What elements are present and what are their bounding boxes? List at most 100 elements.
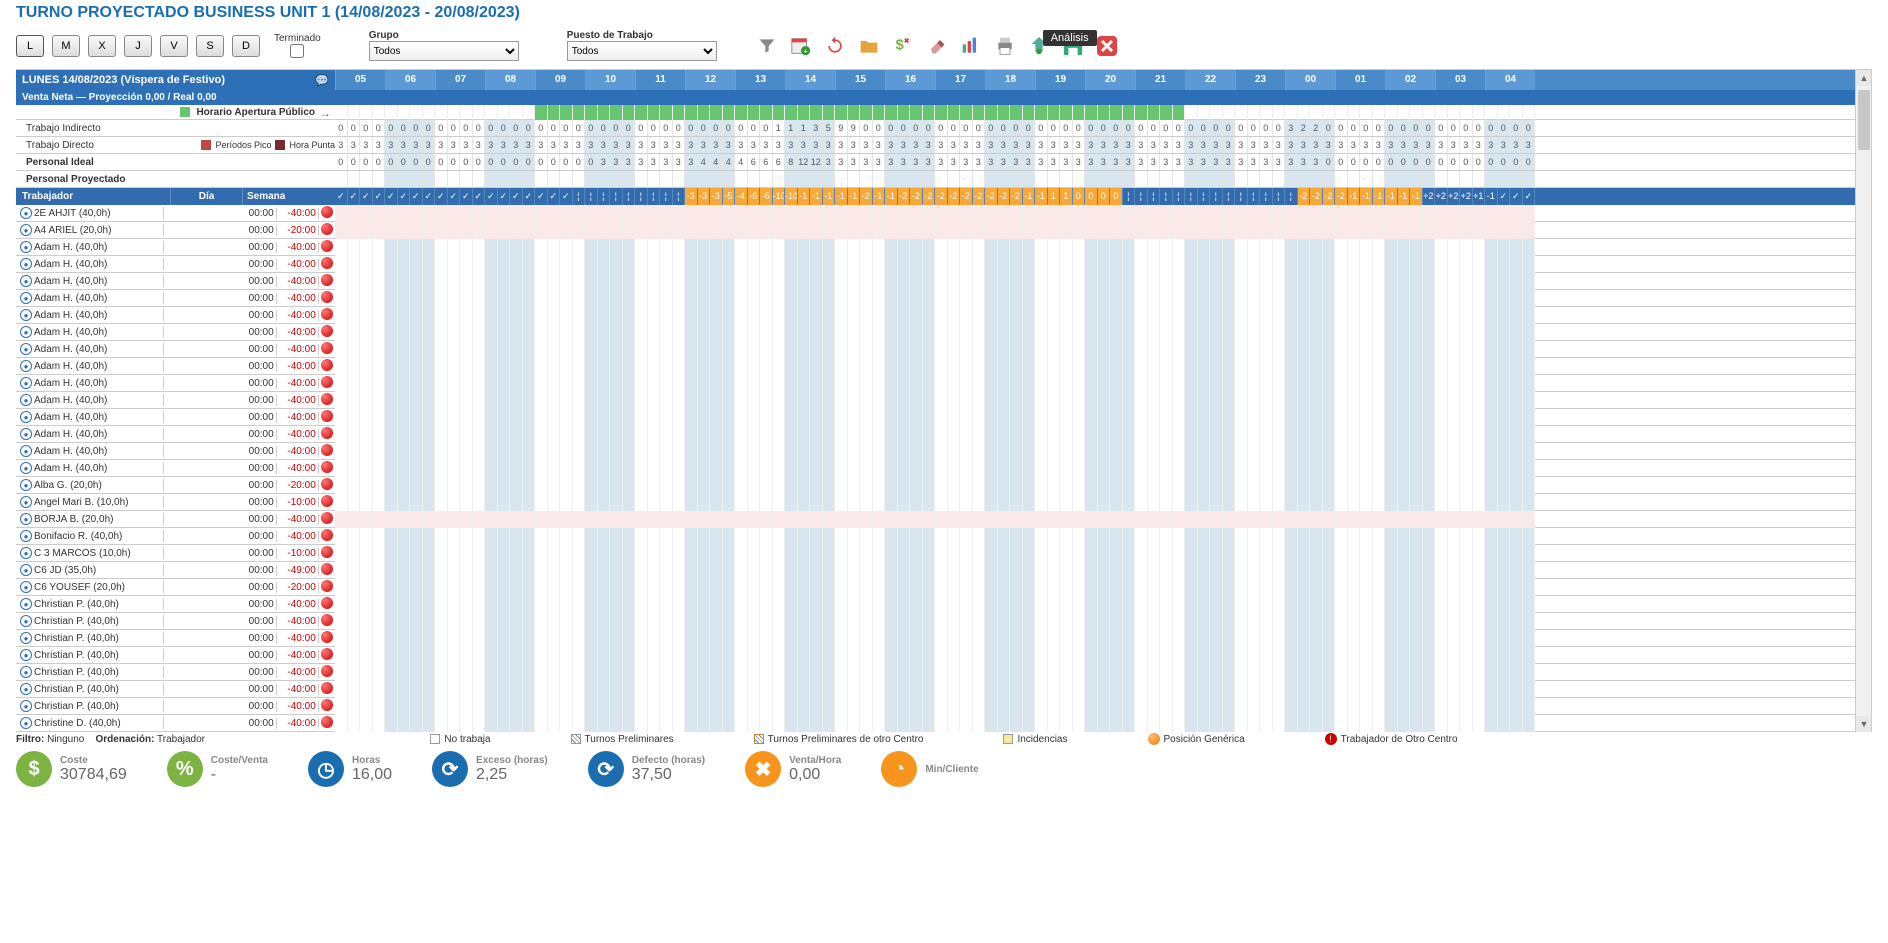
worker-row[interactable]: ●Adam H. (40,0h)00:00-40:00 <box>16 256 335 273</box>
day-btn-M[interactable]: M <box>52 35 80 57</box>
worker-row[interactable]: ●Christian P. (40,0h)00:00-40:00 <box>16 664 335 681</box>
worker-grid-row[interactable] <box>335 664 1871 681</box>
worker-row[interactable]: ●Christian P. (40,0h)00:00-40:00 <box>16 681 335 698</box>
arrow-right-icon[interactable]: → <box>319 106 331 121</box>
worker-grid-row[interactable] <box>335 494 1871 511</box>
worker-grid-row[interactable] <box>335 698 1871 715</box>
worker-grid-row[interactable] <box>335 596 1871 613</box>
worker-row[interactable]: ●2E AHJIT (40,0h)00:00-40:00 <box>16 205 335 222</box>
worker-row[interactable]: ●Christian P. (40,0h)00:00-40:00 <box>16 698 335 715</box>
worker-row[interactable]: ●Adam H. (40,0h)00:00-40:00 <box>16 392 335 409</box>
worker-grid-row[interactable] <box>335 715 1871 732</box>
worker-grid-row[interactable] <box>335 307 1871 324</box>
worker-grid-row[interactable] <box>335 290 1871 307</box>
day-btn-L[interactable]: L <box>16 35 44 57</box>
worker-row[interactable]: ●Christian P. (40,0h)00:00-40:00 <box>16 596 335 613</box>
day-btn-V[interactable]: V <box>160 35 188 57</box>
worker-grid-row[interactable] <box>335 341 1871 358</box>
worker-row[interactable]: ●Adam H. (40,0h)00:00-40:00 <box>16 239 335 256</box>
worker-row[interactable]: ●Adam H. (40,0h)00:00-40:00 <box>16 375 335 392</box>
worker-grid-row[interactable] <box>335 205 1871 222</box>
col-dia[interactable]: Día <box>171 188 243 205</box>
person-icon: ● <box>20 581 32 593</box>
calendar-add-icon[interactable]: + <box>789 34 813 58</box>
svg-text:+: + <box>803 46 807 55</box>
worker-row[interactable]: ●Adam H. (40,0h)00:00-40:00 <box>16 358 335 375</box>
printer-icon[interactable] <box>993 34 1017 58</box>
worker-row[interactable]: ●Adam H. (40,0h)00:00-40:00 <box>16 290 335 307</box>
worker-row[interactable]: ●Angel Mari B. (10,0h)00:00-10:00 <box>16 494 335 511</box>
no-trabaja-legend <box>430 734 440 744</box>
worker-row[interactable]: ●Adam H. (40,0h)00:00-40:00 <box>16 426 335 443</box>
folder-icon[interactable] <box>857 34 881 58</box>
col-semana[interactable]: Semana <box>243 188 333 205</box>
worker-grid-row[interactable] <box>335 443 1871 460</box>
worker-grid-row[interactable] <box>335 562 1871 579</box>
worker-row[interactable]: ●Bonifacio R. (40,0h)00:00-40:00 <box>16 528 335 545</box>
puesto-select[interactable]: Todos <box>567 41 717 61</box>
grupo-select[interactable]: Todos <box>369 41 519 61</box>
worker-grid-row[interactable] <box>335 647 1871 664</box>
scroll-thumb[interactable] <box>1858 90 1870 150</box>
day-btn-D[interactable]: D <box>232 35 260 57</box>
worker-row[interactable]: ●C 3 MARCOS (10,0h)00:00-10:00 <box>16 545 335 562</box>
worker-grid-row[interactable] <box>335 358 1871 375</box>
close-icon[interactable] <box>1095 34 1119 58</box>
terminado-checkbox[interactable] <box>290 44 304 58</box>
worker-row[interactable]: ●Adam H. (40,0h)00:00-40:00 <box>16 324 335 341</box>
worker-row[interactable]: ●Christian P. (40,0h)00:00-40:00 <box>16 647 335 664</box>
worker-row[interactable]: ●Adam H. (40,0h)00:00-40:00 <box>16 307 335 324</box>
worker-grid-row[interactable] <box>335 256 1871 273</box>
worker-row[interactable]: ●Adam H. (40,0h)00:00-40:00 <box>16 409 335 426</box>
col-trabajador[interactable]: Trabajador <box>16 188 171 205</box>
person-icon: ● <box>20 309 32 321</box>
day-btn-S[interactable]: S <box>196 35 224 57</box>
personal-proyectado-grid <box>335 171 1871 188</box>
worker-grid-row[interactable] <box>335 239 1871 256</box>
worker-row[interactable]: ●A4 ARIEL (20,0h)00:00-20:00 <box>16 222 335 239</box>
worker-grid-row[interactable] <box>335 392 1871 409</box>
worker-row[interactable]: ●Christian P. (40,0h)00:00-40:00 <box>16 630 335 647</box>
worker-row[interactable]: ●Adam H. (40,0h)00:00-40:00 <box>16 443 335 460</box>
worker-row[interactable]: ●Alba G. (20,0h)00:00-20:00 <box>16 477 335 494</box>
venta-header: Venta Neta — Proyección 0,00 / Real 0,00 <box>16 90 335 105</box>
scroll-down-arrow[interactable]: ▼ <box>1856 716 1872 732</box>
vertical-scrollbar[interactable]: ▲ ▼ <box>1855 70 1871 732</box>
worker-row[interactable]: ●Adam H. (40,0h)00:00-40:00 <box>16 460 335 477</box>
comment-icon[interactable]: 💬 <box>315 74 329 87</box>
scroll-up-arrow[interactable]: ▲ <box>1856 70 1872 86</box>
day-btn-J[interactable]: J <box>124 35 152 57</box>
stat-venta-hora: ✖Venta/Hora0,00 <box>745 751 841 787</box>
worker-grid-row[interactable] <box>335 528 1871 545</box>
worker-grid-row[interactable] <box>335 681 1871 698</box>
worker-row[interactable]: ●C6 YOUSEF (20,0h)00:00-20:00 <box>16 579 335 596</box>
worker-grid-row[interactable] <box>335 426 1871 443</box>
worker-row[interactable]: ●Adam H. (40,0h)00:00-40:00 <box>16 341 335 358</box>
money-icon[interactable]: $ <box>891 34 915 58</box>
filter-icon[interactable] <box>755 34 779 58</box>
worker-row[interactable]: ●Christian P. (40,0h)00:00-40:00 <box>16 613 335 630</box>
worker-grid-row[interactable] <box>335 222 1871 239</box>
worker-grid-row[interactable] <box>335 460 1871 477</box>
eraser-icon[interactable] <box>925 34 949 58</box>
worker-grid-row[interactable] <box>335 630 1871 647</box>
worker-row[interactable]: ●C6 JD (35,0h)00:00-49:00 <box>16 562 335 579</box>
worker-grid-row[interactable] <box>335 579 1871 596</box>
worker-row[interactable]: ●Christine D. (40,0h)00:00-40:00 <box>16 715 335 732</box>
worker-grid-row[interactable] <box>335 511 1871 528</box>
personal-ideal-grid: 0000000000000000000003333333344446668121… <box>335 154 1871 171</box>
worker-grid-row[interactable] <box>335 375 1871 392</box>
worker-grid-row[interactable] <box>335 545 1871 562</box>
worker-grid-row[interactable] <box>335 477 1871 494</box>
refresh-icon[interactable] <box>823 34 847 58</box>
status-bullet <box>321 359 333 371</box>
worker-grid-row[interactable] <box>335 409 1871 426</box>
person-icon: ● <box>20 360 32 372</box>
worker-grid-row[interactable] <box>335 613 1871 630</box>
worker-row[interactable]: ●Adam H. (40,0h)00:00-40:00 <box>16 273 335 290</box>
worker-grid-row[interactable] <box>335 273 1871 290</box>
day-btn-X[interactable]: X <box>88 35 116 57</box>
chart-icon[interactable] <box>959 34 983 58</box>
worker-row[interactable]: ●BORJA B. (20,0h)00:00-40:00 <box>16 511 335 528</box>
worker-grid-row[interactable] <box>335 324 1871 341</box>
